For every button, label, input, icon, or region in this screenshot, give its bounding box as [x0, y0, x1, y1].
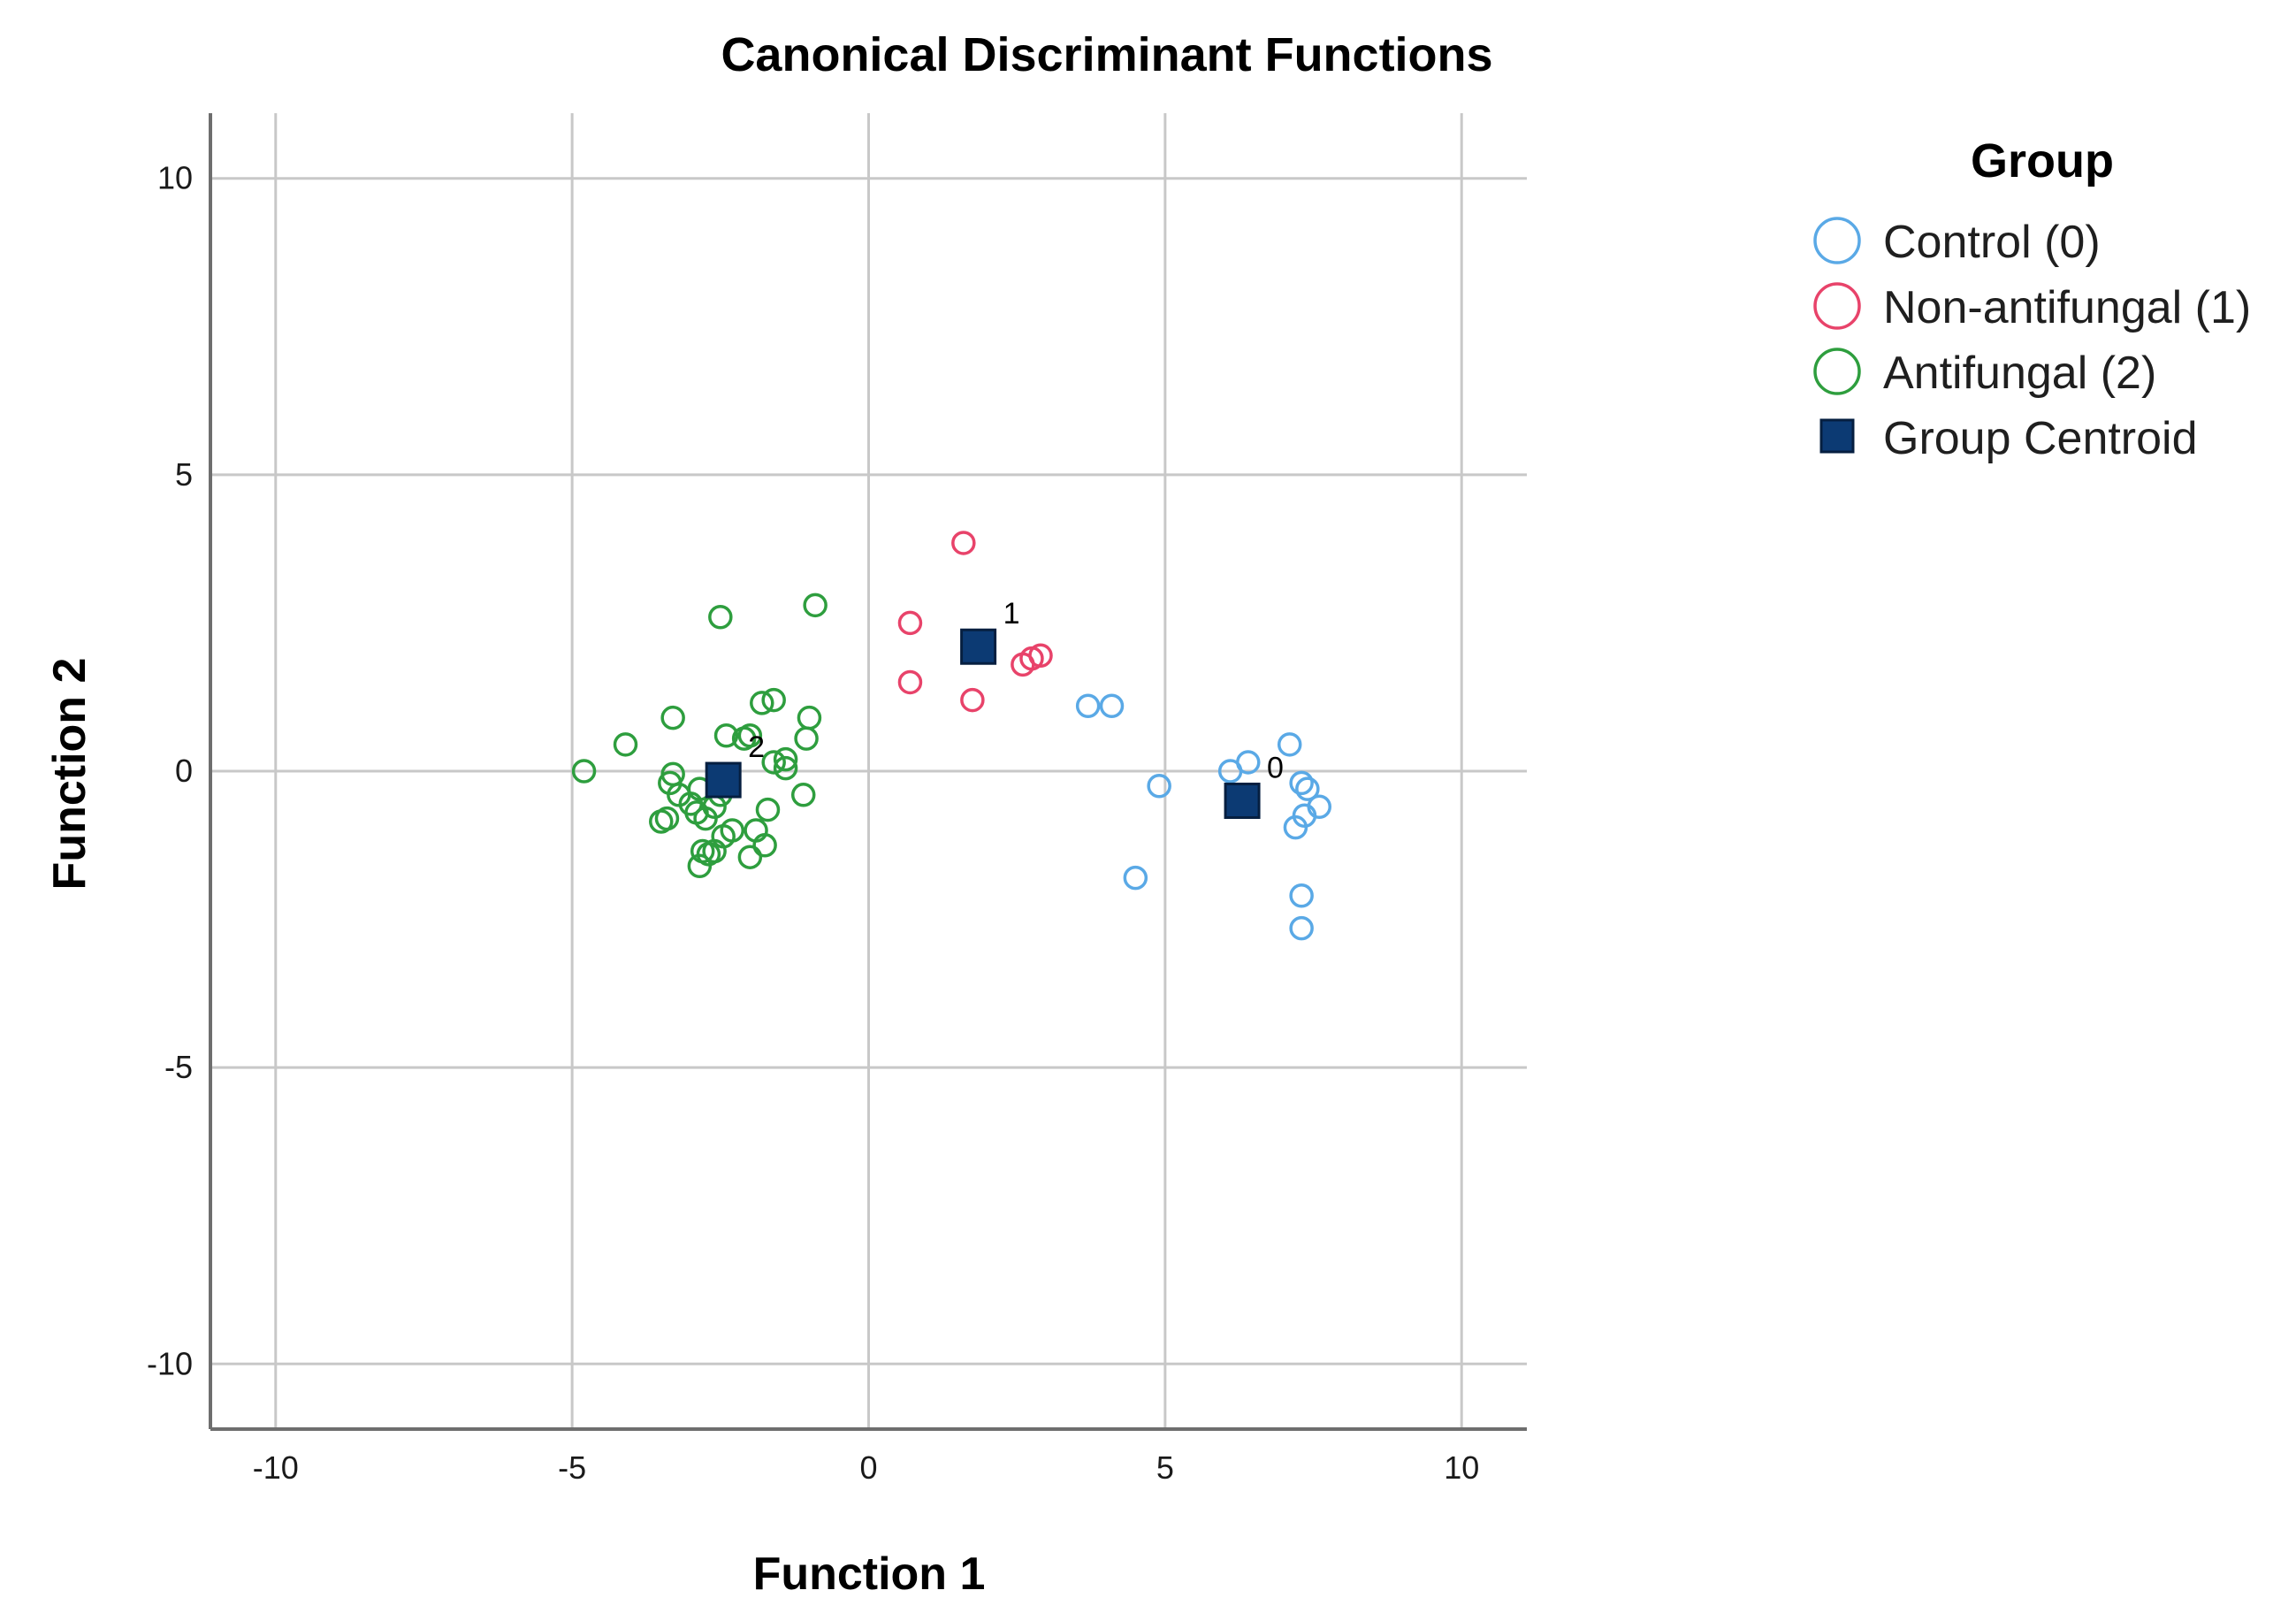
centroid-label: 2 — [748, 730, 765, 764]
non-antifungal-point — [960, 687, 985, 713]
antifungal-point — [761, 687, 786, 713]
y-tick-label: 0 — [175, 753, 193, 789]
y-tick-label: -10 — [147, 1345, 193, 1381]
x-tick-label: 0 — [859, 1449, 877, 1486]
group-centroid-marker — [1224, 783, 1261, 820]
antifungal-point — [773, 746, 798, 772]
non-antifungal-point — [897, 610, 923, 636]
x-tick-label: -10 — [253, 1449, 299, 1486]
x-tick-label: -5 — [558, 1449, 586, 1486]
antifungal-point — [737, 723, 763, 748]
antifungal-point — [571, 759, 597, 784]
control-point — [1283, 814, 1308, 840]
control-point — [1123, 865, 1148, 891]
antifungal-point — [803, 593, 828, 618]
legend-title: Group — [1971, 134, 2114, 187]
antifungal-point — [752, 833, 777, 858]
control-point — [1289, 915, 1314, 941]
antifungal-point — [660, 705, 685, 730]
control-point — [1147, 774, 1171, 799]
legend-control-label: Control (0) — [1883, 217, 2101, 268]
legend-antifungal-label: Antifungal (2) — [1883, 348, 2156, 399]
legend-non-antifungal-swatch — [1813, 282, 1861, 330]
x-tick-label: 5 — [1156, 1449, 1174, 1486]
antifungal-point — [708, 604, 733, 630]
non-antifungal-point — [1028, 643, 1053, 669]
control-point — [1236, 750, 1261, 775]
grid-lines — [210, 113, 1527, 1429]
antifungal-point — [713, 723, 739, 748]
legend-antifungal-swatch — [1813, 348, 1861, 395]
chart-title: Canonical Discriminant Functions — [721, 28, 1492, 81]
axes — [209, 113, 1527, 1431]
antifungal-point — [737, 845, 763, 869]
y-tick-label: 10 — [157, 160, 193, 196]
data-points — [571, 531, 1331, 941]
group-centroids: 0 1 2 — [705, 597, 1284, 820]
control-point — [1295, 776, 1320, 801]
y-axis-title: Function 2 — [44, 658, 95, 891]
control-point — [1075, 693, 1101, 719]
y-tick-label: 5 — [175, 456, 193, 493]
control-point — [1099, 693, 1125, 719]
antifungal-point — [750, 691, 774, 715]
legend: Group Control (0) Non-antifungal (1) Antif… — [1813, 134, 2251, 464]
non-antifungal-point — [951, 531, 976, 555]
antifungal-point — [648, 809, 674, 834]
antifungal-point — [690, 838, 715, 864]
legend-control-swatch — [1813, 217, 1861, 264]
legend-centroid-swatch — [1819, 418, 1855, 454]
control-point — [1289, 883, 1314, 908]
antifungal-point — [755, 797, 781, 822]
control-point — [1289, 770, 1314, 796]
legend-centroid-label: Group Centroid — [1883, 413, 2198, 464]
antifungal-point — [687, 853, 713, 878]
x-axis-title: Function 1 — [753, 1548, 986, 1600]
legend-non-antifungal-label: Non-antifungal (1) — [1883, 282, 2251, 333]
y-tick-label: -5 — [164, 1049, 193, 1085]
antifungal-point — [773, 755, 798, 781]
non-antifungal-point — [897, 669, 923, 695]
antifungal-point — [790, 783, 816, 807]
control-point — [1277, 732, 1302, 757]
group-centroid-marker — [960, 628, 997, 665]
antifungal-point — [613, 732, 638, 757]
antifungal-point — [794, 726, 819, 751]
group-centroid-marker — [705, 761, 742, 799]
centroid-label: 1 — [1003, 597, 1020, 631]
x-tick-label: 10 — [1444, 1449, 1479, 1486]
antifungal-point — [660, 761, 685, 787]
antifungal-point — [761, 750, 786, 775]
centroid-label: 0 — [1267, 752, 1284, 785]
antifungal-point — [797, 705, 822, 730]
